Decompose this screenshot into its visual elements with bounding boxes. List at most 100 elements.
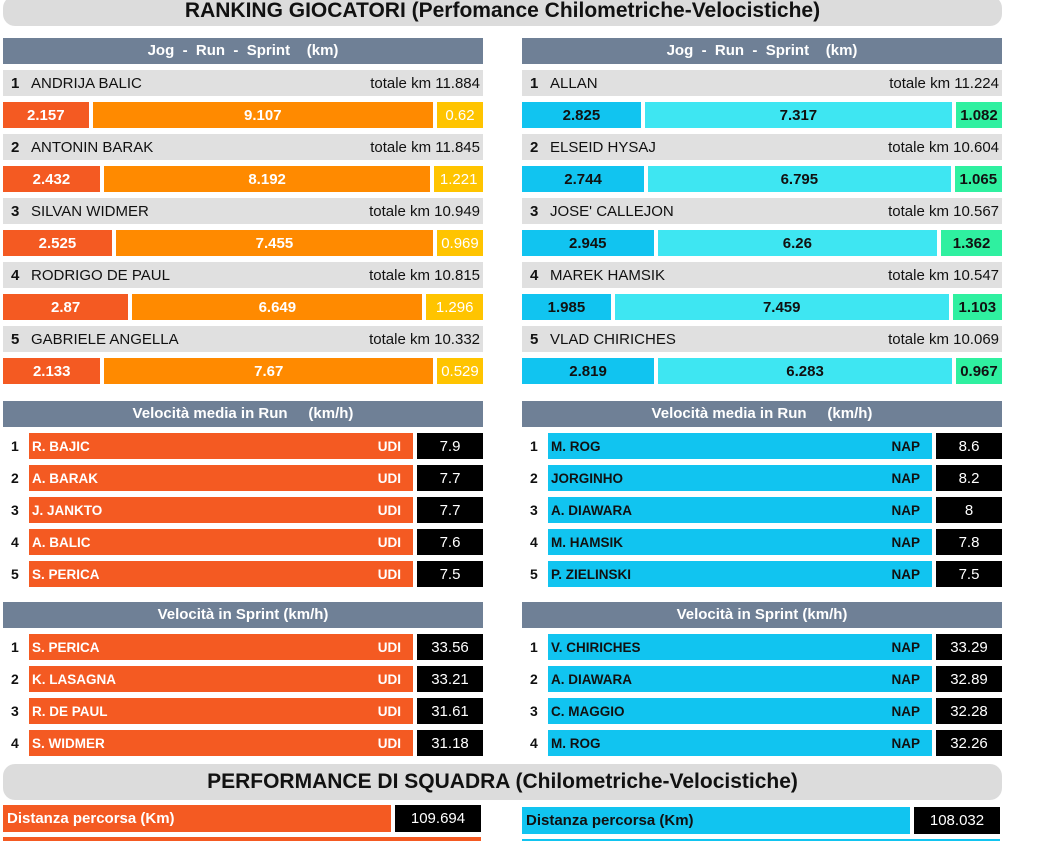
player-rank: 2 xyxy=(11,671,19,687)
page-title-bar: RANKING GIOCATORI (Perfomance Chilometri… xyxy=(3,0,1002,26)
player-name: A. BARAK xyxy=(32,470,98,486)
player-rank: 4 xyxy=(530,735,538,751)
team-title: PERFORMANCE DI SQUADRA (Chilometriche-Ve… xyxy=(207,770,798,793)
player-row: 4 RODRIGO DE PAUL totale km 10.815 xyxy=(3,262,483,288)
player-cell: A. BALIC UDI xyxy=(29,529,413,555)
km-split-bar: 2.432 8.192 1.221 xyxy=(3,166,483,192)
player-row: 4 MAREK HAMSIK totale km 10.547 xyxy=(522,262,1002,288)
sprint-speed-row: 4 M. ROG NAP 32.26 xyxy=(522,730,1002,756)
jog-segment: 2.945 xyxy=(522,230,654,256)
player-rank: 1 xyxy=(530,74,539,92)
player-rank: 2 xyxy=(530,470,538,486)
speed-value: 32.26 xyxy=(936,730,1002,756)
km-list-left: 1 ANDRIJA BALIC totale km 11.884 2.157 9.107… xyxy=(3,70,483,384)
player-name: A. DIAWARA xyxy=(551,502,632,518)
player-cell: P. ZIELINSKI NAP xyxy=(548,561,932,587)
run-speed-row: 4 A. BALIC UDI 7.6 xyxy=(3,529,483,555)
run-segment: 9.107 xyxy=(92,102,433,128)
player-rank: 3 xyxy=(11,502,19,518)
player-cell: K. LASAGNA UDI xyxy=(29,666,413,692)
player-name: JOSE' CALLEJON xyxy=(550,202,674,220)
player-total-km: totale km 10.949 xyxy=(369,202,480,220)
speed-value: 7.6 xyxy=(417,529,483,555)
page-title: RANKING GIOCATORI (Perfomance Chilometri… xyxy=(184,0,821,22)
run-segment: 7.67 xyxy=(104,358,433,384)
jog-segment: 2.825 xyxy=(522,102,641,128)
sprint-speed-row: 1 V. CHIRICHES NAP 33.29 xyxy=(522,634,1002,660)
player-rank: 5 xyxy=(530,566,538,582)
player-rank: 2 xyxy=(11,470,19,486)
player-rank: 4 xyxy=(11,735,19,751)
player-cell: R. BAJIC UDI xyxy=(29,433,413,459)
speed-value: 8.6 xyxy=(936,433,1002,459)
run-speed-header: Velocità media in Run (km/h) xyxy=(522,401,1002,427)
jog-segment: 2.157 xyxy=(3,102,89,128)
team-code: NAP xyxy=(891,438,920,454)
player-rank: 2 xyxy=(530,671,538,687)
run-segment: 7.317 xyxy=(644,102,952,128)
km-split-bar: 2.525 7.455 0.969 xyxy=(3,230,483,256)
team-code: UDI xyxy=(377,639,401,655)
sprint-segment: 0.967 xyxy=(955,358,1002,384)
player-name: K. LASAGNA xyxy=(32,671,116,687)
run-speed-row: 5 S. PERICA UDI 7.5 xyxy=(3,561,483,587)
player-row: 3 JOSE' CALLEJON totale km 10.567 xyxy=(522,198,1002,224)
player-rank: 3 xyxy=(530,202,539,220)
player-name: ALLAN xyxy=(550,74,598,92)
team-code: NAP xyxy=(891,470,920,486)
team-code: UDI xyxy=(377,671,401,687)
player-row: 5 GABRIELE ANGELLA totale km 10.332 xyxy=(3,326,483,352)
player-total-km: totale km 10.069 xyxy=(888,330,999,348)
player-cell: A. DIAWARA NAP xyxy=(548,497,932,523)
team-code: NAP xyxy=(891,502,920,518)
km-split-bar: 2.819 6.283 0.967 xyxy=(522,358,1002,384)
km-list-right: 1 ALLAN totale km 11.224 2.825 7.317 1.082 2 EL… xyxy=(522,70,1002,384)
run-speed-row: 2 A. BARAK UDI 7.7 xyxy=(3,465,483,491)
sprint-segment: 0.62 xyxy=(436,102,483,128)
player-rank: 5 xyxy=(11,566,19,582)
sprint-speed-row: 1 S. PERICA UDI 33.56 xyxy=(3,634,483,660)
run-speed-row: 5 P. ZIELINSKI NAP 7.5 xyxy=(522,561,1002,587)
team-next-row-left xyxy=(3,837,481,841)
player-total-km: totale km 10.815 xyxy=(369,266,480,284)
player-rank: 1 xyxy=(530,639,538,655)
player-rank: 3 xyxy=(11,202,20,220)
team-code: UDI xyxy=(377,502,401,518)
player-rank: 4 xyxy=(11,534,19,550)
player-cell: V. CHIRICHES NAP xyxy=(548,634,932,660)
sprint-speed-panel-right: Velocità in Sprint (km/h) 1 V. CHIRICHES N… xyxy=(522,602,1002,756)
run-speed-list-right: 1 M. ROG NAP 8.6 2 JORGINHO NAP 8.2 3 A. DIAWARA N… xyxy=(522,433,1002,587)
km-split-bar: 1.985 7.459 1.103 xyxy=(522,294,1002,320)
run-speed-row: 3 A. DIAWARA NAP 8 xyxy=(522,497,1002,523)
player-rank: 1 xyxy=(11,74,20,92)
player-rank: 4 xyxy=(530,534,538,550)
team-code: NAP xyxy=(891,639,920,655)
player-cell: M. HAMSIK NAP xyxy=(548,529,932,555)
player-total-km: totale km 10.547 xyxy=(888,266,999,284)
sprint-speed-row: 3 R. DE PAUL UDI 31.61 xyxy=(3,698,483,724)
team-distance-value: 109.694 xyxy=(395,805,481,832)
km-panel-right: Jog - Run - Sprint (km) 1 ALLAN totale km … xyxy=(522,38,1002,384)
player-name: ELSEID HYSAJ xyxy=(550,138,656,156)
team-distance-left: Distanza percorsa (Km) 109.694 xyxy=(3,805,481,832)
km-split-bar: 2.945 6.26 1.362 xyxy=(522,230,1002,256)
team-distance-label: Distanza percorsa (Km) xyxy=(3,805,391,832)
sprint-segment: 1.221 xyxy=(434,166,483,192)
player-name: JORGINHO xyxy=(551,470,624,486)
sprint-speed-list-left: 1 S. PERICA UDI 33.56 2 K. LASAGNA UDI 33.21 3 R.… xyxy=(3,634,483,756)
player-name: S. WIDMER xyxy=(32,735,105,751)
player-row: 2 ELSEID HYSAJ totale km 10.604 xyxy=(522,134,1002,160)
team-code: NAP xyxy=(891,735,920,751)
km-panel-left: Jog - Run - Sprint (km) 1 ANDRIJA BALIC to… xyxy=(3,38,483,384)
team-distance-label: Distanza percorsa (Km) xyxy=(522,807,910,834)
player-rank: 1 xyxy=(530,438,538,454)
km-split-bar: 2.157 9.107 0.62 xyxy=(3,102,483,128)
player-name: GABRIELE ANGELLA xyxy=(31,330,179,348)
player-name: RODRIGO DE PAUL xyxy=(31,266,170,284)
speed-value: 31.18 xyxy=(417,730,483,756)
player-row: 5 VLAD CHIRICHES totale km 10.069 xyxy=(522,326,1002,352)
speed-value: 32.28 xyxy=(936,698,1002,724)
player-total-km: totale km 10.604 xyxy=(888,138,999,156)
player-total-km: totale km 10.567 xyxy=(888,202,999,220)
speed-value: 7.8 xyxy=(936,529,1002,555)
